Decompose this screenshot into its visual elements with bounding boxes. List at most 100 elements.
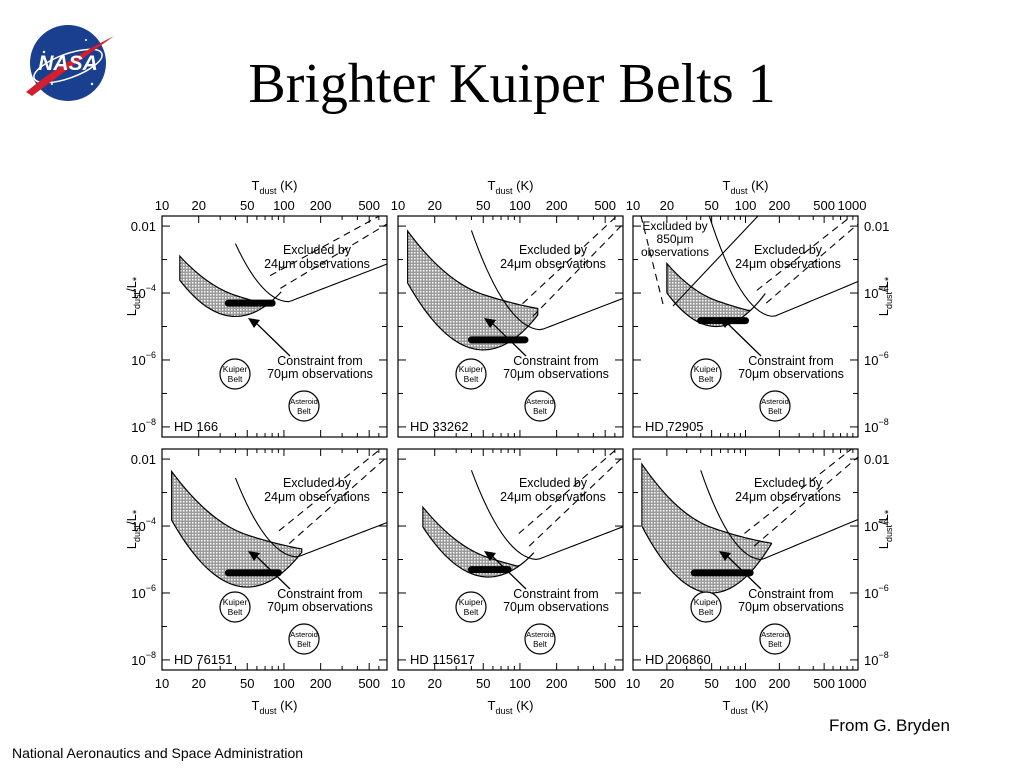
x-tick-label: 200 — [769, 676, 791, 691]
x-tick-label: 50 — [240, 676, 254, 691]
x-axis-title: Tdust (K) — [723, 698, 769, 716]
plot-area — [422, 449, 623, 578]
dashed-limit-1 — [528, 456, 623, 547]
x-tick-label: 10 — [155, 676, 169, 691]
label-constraint-line1: Constraint from — [513, 354, 598, 368]
label-excluded-24-line1: Excluded by — [519, 476, 588, 490]
y-axis-title: Ldust/L* — [124, 509, 143, 549]
kuiper-belt-marker — [219, 358, 251, 390]
dashed-limit-2 — [269, 216, 381, 277]
x-tick-label: 500 — [594, 676, 616, 691]
label-kuiper-line2: Belt — [464, 374, 479, 384]
label-asteroid-line2: Belt — [768, 640, 783, 649]
y-tick-label: 10−6 — [131, 583, 156, 601]
x-axis-title: Tdust (K) — [252, 698, 298, 716]
y-tick-label: 10−8 — [864, 417, 889, 435]
x-tick-label: 200 — [546, 198, 568, 213]
x-tick-label: 50 — [240, 198, 254, 213]
arrow-line — [724, 320, 762, 357]
panel-2: 10 20 50 100 200 500 Tdust (K) Excluded by24μm … — [391, 178, 624, 438]
label-asteroid-line2: Belt — [297, 640, 312, 649]
x-tick-label: 20 — [191, 198, 205, 213]
x-tick-label: 500 — [358, 198, 380, 213]
label-asteroid-line1: Asteroid — [526, 397, 554, 406]
arrow-line — [724, 553, 762, 590]
label-excluded-24-line2: 24μm observations — [500, 490, 606, 504]
y-tick-label: 10−8 — [131, 417, 156, 435]
label-kuiper-line1: Kuiper — [694, 364, 719, 374]
y-axis-title: Ldust/L* — [876, 276, 895, 316]
panel-star-name: HD 166 — [174, 419, 218, 434]
excluded-24um-curve — [234, 477, 387, 558]
excluded-24um-curve — [470, 230, 623, 331]
x-axis-title: Tdust (K) — [252, 178, 298, 196]
label-asteroid-line1: Asteroid — [761, 630, 789, 639]
label-asteroid-line2: Belt — [533, 640, 548, 649]
label-excluded-24-line1: Excluded by — [283, 243, 352, 257]
panel-6: 10 20 50 100 200 500 1000 Tdust (K) 0.01 10−4 10−6… — [626, 448, 895, 716]
x-tick-label: 1000 — [838, 676, 867, 691]
panel-4: 10 20 50 100 200 500 Tdust (K) 0.01 10−4 10−6 10−8… — [124, 448, 388, 716]
panel-star-name: HD 76151 — [174, 652, 233, 667]
x-tick-label: 200 — [310, 676, 332, 691]
x-axis-title: Tdust (K) — [488, 178, 534, 196]
constraint-band — [641, 462, 773, 594]
x-tick-label: 20 — [660, 198, 674, 213]
dashed-limit-850 — [640, 216, 664, 305]
x-tick-label: 10 — [626, 676, 640, 691]
arrow-line — [253, 553, 291, 590]
label-asteroid-line1: Asteroid — [290, 397, 318, 406]
label-excluded-24-line1: Excluded by — [754, 476, 823, 490]
panel-frame — [161, 215, 388, 438]
constraint-band — [422, 505, 535, 578]
arrow-head-icon — [484, 551, 496, 561]
arrow-head-icon — [719, 318, 731, 328]
y-axis-title: Ldust/L* — [124, 276, 143, 316]
panel-1: 10 20 50 100 200 500 Tdust (K) 0.01 10−4 10−6 10−8… — [124, 178, 388, 438]
label-excluded-850-line2: 850μm — [657, 232, 694, 246]
footer-agency: National Aeronautics and Space Administr… — [12, 745, 304, 761]
y-tick-label: 10−4 — [864, 283, 889, 301]
x-tick-label: 20 — [191, 676, 205, 691]
label-kuiper-line1: Kuiper — [223, 597, 248, 607]
panel-star-name: HD 115617 — [410, 652, 475, 667]
excluded-24um-curve — [700, 470, 858, 560]
x-tick-label: 20 — [427, 676, 441, 691]
panel-5: 10 20 50 100 200 500 Tdust (K) Excluded by24μm … — [391, 448, 624, 716]
label-asteroid-line1: Asteroid — [290, 630, 318, 639]
label-excluded-24-line2: 24μm observations — [735, 257, 841, 271]
asteroid-belt-marker — [524, 623, 556, 655]
label-asteroid-line2: Belt — [297, 407, 312, 416]
label-constraint-line2: 70μm observations — [267, 367, 373, 381]
dashed-limit-1 — [280, 223, 387, 289]
label-excluded-850-line1: Excluded by — [642, 219, 707, 233]
x-tick-label: 100 — [735, 198, 757, 213]
y-tick-label: 10−6 — [864, 350, 889, 368]
y-axis-title: Ldust/L* — [876, 509, 895, 549]
dashed-limit-2 — [522, 216, 618, 305]
panel-star-name: HD 206860 — [645, 652, 711, 667]
label-excluded-24-line2: 24μm observations — [264, 490, 370, 504]
x-tick-label: 10 — [626, 198, 640, 213]
arrow-line — [489, 553, 527, 590]
figure-credit: From G. Bryden — [829, 716, 950, 735]
y-tick-label: 10−6 — [131, 350, 156, 368]
y-tick-label: 10−4 — [864, 516, 889, 534]
excluded-24um-curve — [470, 470, 623, 560]
x-tick-label: 500 — [813, 676, 835, 691]
plot-area — [407, 216, 623, 351]
dashed-limit-2 — [278, 449, 382, 532]
label-asteroid-line2: Belt — [533, 407, 548, 416]
label-kuiper-line2: Belt — [464, 607, 479, 617]
label-excluded-24-line2: 24μm observations — [264, 257, 370, 271]
constraint-band — [666, 261, 766, 328]
arrow-head-icon — [719, 551, 731, 561]
x-tick-label: 100 — [509, 198, 531, 213]
dashed-limit-1 — [765, 223, 858, 304]
label-asteroid-line1: Asteroid — [761, 397, 789, 406]
plot-area — [641, 449, 858, 594]
excluded-24um-curve — [708, 216, 858, 317]
dashed-limit-2 — [756, 216, 853, 291]
excluded-24um-curve — [234, 243, 387, 303]
y-tick-label: 0.01 — [131, 219, 156, 234]
